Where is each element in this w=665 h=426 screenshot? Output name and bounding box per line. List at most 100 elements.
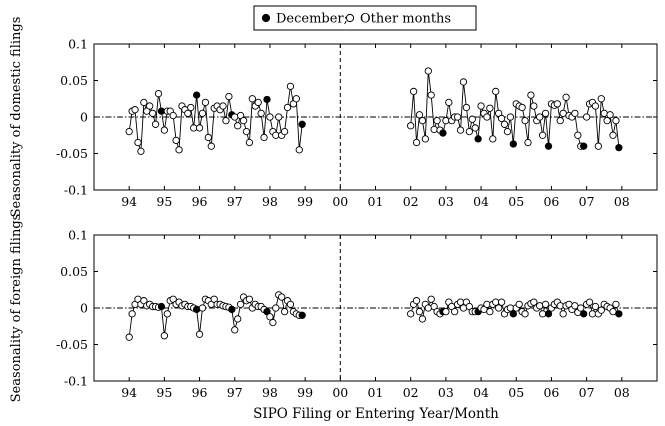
x-tick-label: 95	[156, 194, 172, 209]
x-tick-label: 99	[297, 194, 313, 209]
legend-december-label: December;	[276, 12, 348, 27]
month-point	[433, 117, 441, 125]
foreign-axes: -0.1 -0.05 0 0.05 0.1 94 95 96 97 98 99 00 01 02 03 04 0…	[56, 228, 657, 400]
month-point	[154, 89, 163, 98]
month-point	[219, 102, 227, 110]
month-point	[556, 117, 564, 125]
month-point	[160, 126, 169, 134]
month-point	[603, 117, 611, 125]
domestic-axes: -0.1 -0.05 0 0.05 0.1 94 95 96 97 98 99 00 01 02 03 04 0…	[56, 37, 657, 209]
foreign-series	[125, 291, 623, 341]
foreign-ylabel: Seasonality of foreign filings	[9, 214, 24, 403]
month-point	[530, 298, 538, 306]
month-point	[415, 111, 424, 119]
month-point	[459, 78, 468, 86]
x-tick-label: 94	[121, 385, 137, 400]
month-point	[500, 120, 509, 128]
month-point	[151, 120, 160, 128]
month-point	[134, 138, 142, 147]
month-point	[292, 95, 300, 103]
month-point	[597, 306, 605, 314]
x-tick-label: 07	[579, 194, 595, 209]
month-point	[242, 127, 251, 136]
month-point	[278, 293, 286, 301]
x-axis-label: SIPO Filing or Entering Year/Month	[253, 406, 499, 422]
x-tick-label: 00	[332, 194, 348, 209]
month-point	[497, 114, 506, 123]
month-point	[445, 98, 453, 107]
legend-other-months-label: Other months	[360, 12, 451, 27]
month-point	[160, 332, 169, 340]
y-tick-label: -0.05	[56, 146, 88, 161]
month-point	[574, 131, 582, 139]
month-point	[424, 304, 432, 312]
x-tick-label: 98	[262, 194, 278, 209]
month-point	[427, 91, 435, 99]
december-point	[615, 144, 623, 152]
month-point	[521, 117, 529, 125]
december-point	[544, 310, 553, 318]
month-point	[140, 98, 148, 107]
december-point	[263, 95, 271, 104]
month-point	[562, 93, 570, 101]
x-tick-label: 00	[332, 385, 348, 400]
x-tick-label: 06	[543, 385, 559, 400]
month-point	[530, 102, 538, 110]
month-point	[427, 295, 435, 303]
month-point	[201, 98, 210, 107]
domestic-series	[125, 67, 623, 155]
y-tick-label: -0.05	[56, 337, 88, 352]
month-point	[418, 117, 427, 125]
month-point	[254, 98, 262, 107]
month-point	[266, 113, 274, 121]
x-tick-label: 07	[579, 385, 595, 400]
month-point	[483, 113, 491, 121]
month-point	[257, 109, 265, 118]
x-tick-label: 02	[403, 385, 419, 400]
month-point	[495, 304, 503, 312]
month-point	[172, 136, 180, 145]
month-point	[131, 106, 139, 114]
month-point	[184, 109, 192, 118]
month-point	[527, 91, 535, 99]
month-point	[148, 109, 157, 118]
month-point	[503, 127, 512, 136]
month-point	[418, 315, 427, 323]
month-point	[169, 111, 177, 120]
legend: December; Other months	[253, 5, 477, 31]
x-tick-label: 08	[614, 385, 630, 400]
month-point	[538, 131, 547, 139]
december-point	[298, 120, 306, 128]
month-point	[146, 102, 154, 110]
legend-december-marker	[261, 13, 271, 23]
month-point	[536, 113, 544, 121]
series-line	[410, 70, 584, 147]
month-point	[283, 103, 292, 112]
month-point	[275, 113, 283, 121]
x-tick-label: 96	[192, 194, 208, 209]
month-point	[536, 302, 544, 310]
month-point	[486, 307, 494, 316]
month-point	[477, 102, 485, 110]
month-point	[609, 131, 617, 139]
x-tick-label: 05	[508, 385, 524, 400]
x-tick-label: 01	[368, 194, 384, 209]
x-tick-label: 05	[508, 194, 524, 209]
december-point	[474, 135, 482, 143]
y-tick-label: 0.05	[60, 73, 88, 88]
month-point	[175, 146, 183, 154]
month-point	[451, 307, 459, 316]
y-tick-label: 0	[80, 110, 88, 125]
month-point	[541, 300, 550, 308]
x-tick-label: 98	[262, 385, 278, 400]
x-tick-label: 96	[192, 385, 208, 400]
month-point	[518, 103, 526, 112]
december-point	[192, 91, 201, 99]
month-point	[421, 135, 429, 143]
y-tick-label: 0.1	[68, 37, 88, 52]
month-point	[198, 109, 207, 118]
month-point	[204, 133, 213, 142]
month-point	[486, 104, 494, 112]
december-point	[298, 311, 306, 319]
month-point	[582, 113, 591, 121]
